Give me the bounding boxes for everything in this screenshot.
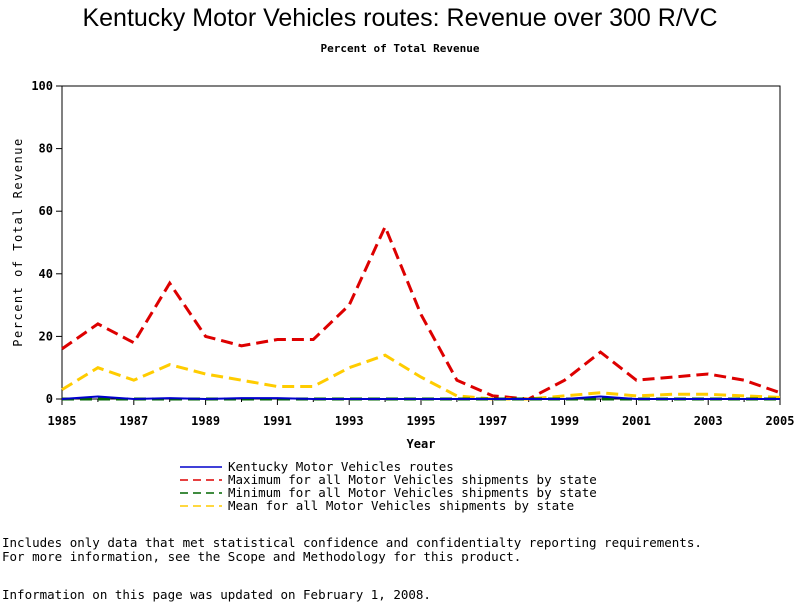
x-tick-label: 1987 <box>119 414 148 428</box>
footnotes: Includes only data that met statistical … <box>2 536 702 564</box>
series-line-1 <box>61 223 781 401</box>
x-tick-label: 1997 <box>478 414 507 428</box>
x-tick-label: 1985 <box>48 414 77 428</box>
series-lines <box>61 223 781 401</box>
x-tick-label: 1993 <box>335 414 364 428</box>
y-tick-label: 0 <box>46 392 53 406</box>
y-tick-label: 80 <box>39 142 53 156</box>
x-tick-label: 1989 <box>191 414 220 428</box>
y-axis: 0 20 40 60 80 100 <box>31 79 62 406</box>
chart-title: Kentucky Motor Vehicles routes: Revenue … <box>82 4 718 32</box>
x-tick-label: 2005 <box>766 414 795 428</box>
series-line-3 <box>61 353 781 401</box>
y-tick-label: 20 <box>39 329 53 343</box>
line-chart: 0 20 40 60 80 100 1985 1987 1989 1991 1993 1995 199… <box>11 79 795 451</box>
x-axis-title: Year <box>407 437 436 451</box>
x-tick-label: 1991 <box>263 414 292 428</box>
legend: Kentucky Motor Vehicles routes Maximum fo… <box>178 460 597 512</box>
legend-item: Minimum for all Motor Vehicles shipments… <box>178 486 597 499</box>
x-axis: 1985 1987 1989 1991 1993 1995 1997 1999 2001 2003… <box>48 399 795 428</box>
y-tick-label: 100 <box>31 79 53 93</box>
legend-swatch <box>180 505 222 507</box>
legend-label: Kentucky Motor Vehicles routes <box>228 459 454 474</box>
series-line-0 <box>61 395 780 401</box>
legend-swatch <box>180 479 222 481</box>
y-axis-title: Percent of Total Revenue <box>11 137 25 346</box>
x-tick-label: 1995 <box>407 414 436 428</box>
x-tick-label: 2003 <box>694 414 723 428</box>
legend-swatch <box>180 466 222 468</box>
legend-label: Maximum for all Motor Vehicles shipments… <box>228 472 597 487</box>
chart-subtitle: Percent of Total Revenue <box>320 42 480 55</box>
legend-item: Mean for all Motor Vehicles shipments by… <box>178 499 597 512</box>
footnote-methodology: For more information, see the Scope and … <box>2 549 522 564</box>
update-notice: Information on this page was updated on … <box>2 587 431 602</box>
y-tick-label: 40 <box>39 267 53 281</box>
legend-label: Mean for all Motor Vehicles shipments by… <box>228 498 575 513</box>
plot-frame <box>61 85 781 400</box>
legend-label: Minimum for all Motor Vehicles shipments… <box>228 485 597 500</box>
legend-item: Kentucky Motor Vehicles routes <box>178 460 597 473</box>
x-tick-label: 1999 <box>550 414 579 428</box>
footnote-confidentiality: Includes only data that met statistical … <box>2 535 702 550</box>
x-tick-label: 2001 <box>622 414 651 428</box>
legend-item: Maximum for all Motor Vehicles shipments… <box>178 473 597 486</box>
y-tick-label: 60 <box>39 204 53 218</box>
legend-swatch <box>180 492 222 494</box>
